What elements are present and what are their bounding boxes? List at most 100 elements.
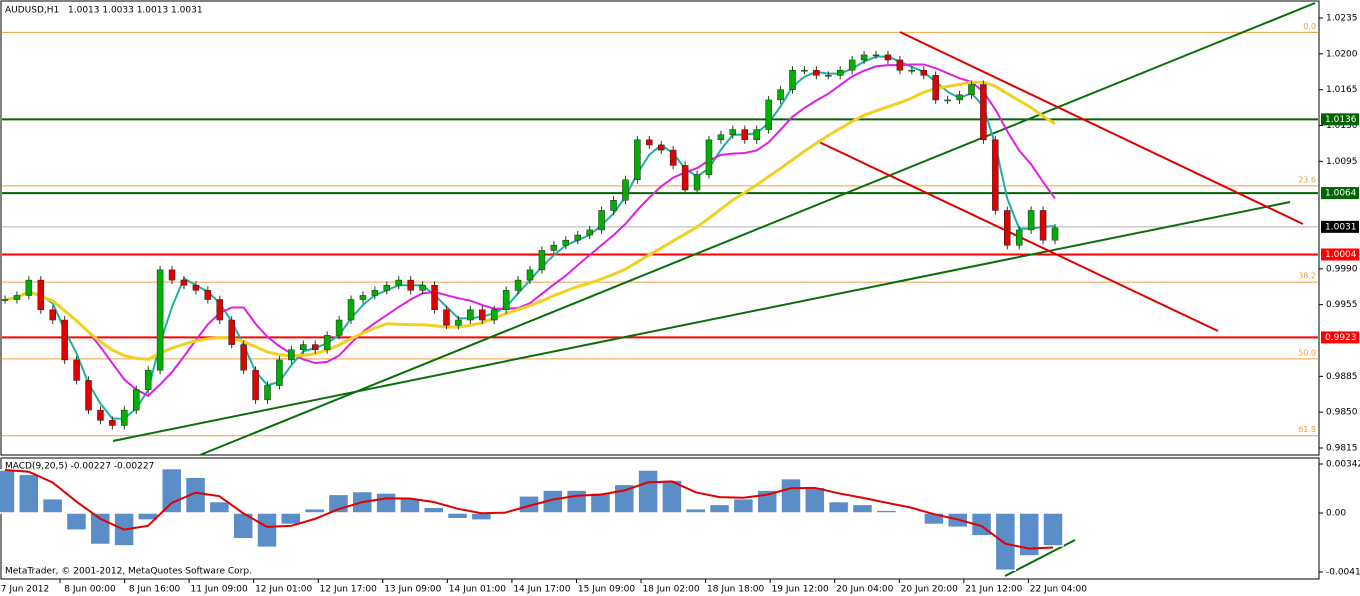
time-label: 12 Jun 01:00 — [255, 585, 312, 595]
candle — [109, 420, 116, 426]
time-label: 13 Jun 09:00 — [384, 585, 441, 595]
macd-bar — [661, 479, 683, 514]
level-label: 1.0031 — [1325, 222, 1357, 232]
moving-average — [4, 63, 1056, 398]
price-panel — [0, 0, 1320, 456]
time-label: 15 Jun 09:00 — [578, 585, 635, 595]
candle — [419, 284, 426, 291]
candle — [288, 349, 295, 361]
candle — [502, 290, 510, 311]
macd-bar — [399, 497, 421, 514]
price-label: 1.0095 — [1326, 157, 1358, 167]
macd-bar — [851, 503, 874, 514]
candle — [1, 299, 9, 301]
copyright: MetaTrader, © 2001-2012, MetaQuotes Soft… — [5, 567, 252, 577]
macd-bar — [518, 495, 540, 514]
candle — [610, 199, 617, 211]
time-label: 8 Jun 16:00 — [129, 585, 181, 595]
macd-bar — [208, 500, 231, 514]
candle — [622, 179, 629, 201]
candle — [777, 89, 784, 101]
candle — [371, 290, 379, 296]
candle — [61, 319, 68, 361]
candle — [968, 84, 975, 96]
candle — [13, 295, 21, 300]
time-label: 18 Jun 02:00 — [642, 585, 699, 595]
macd-bar — [732, 497, 755, 514]
candle — [860, 54, 868, 61]
macd-bar — [422, 506, 445, 514]
candle — [192, 284, 200, 291]
macd-bar — [565, 489, 588, 514]
time-label: 20 Jun 20:00 — [901, 585, 958, 595]
candle — [133, 389, 140, 411]
level-box — [1321, 220, 1359, 233]
trendline — [112, 201, 1291, 442]
macd-bar — [684, 507, 707, 514]
candle — [586, 229, 593, 236]
trendline — [199, 2, 1316, 456]
candle — [168, 269, 176, 281]
price-label: 1.0165 — [1326, 85, 1358, 95]
price-label: 0.9885 — [1326, 372, 1358, 382]
candle — [204, 290, 212, 300]
macd-axis-label: -0.00412 — [1326, 568, 1360, 578]
candle — [526, 269, 534, 281]
level-box — [1321, 113, 1359, 126]
candle — [1015, 229, 1023, 246]
candle — [944, 99, 951, 102]
level-box — [1321, 187, 1359, 200]
price-label: 0.9815 — [1326, 444, 1358, 454]
macd-bar — [303, 507, 326, 514]
macd-bar — [375, 492, 397, 514]
time-label: 22 Jun 04:00 — [1030, 585, 1087, 595]
candle — [240, 344, 247, 371]
candle — [920, 69, 927, 76]
candle — [872, 54, 880, 57]
macd-label: MACD(9,20,5) -0.00227 -0.00227 — [5, 462, 154, 472]
candle — [144, 369, 152, 390]
macd-bar — [708, 503, 731, 514]
fib-label: 23.6 — [1298, 175, 1316, 184]
time-label: 21 Jun 12:00 — [965, 585, 1022, 595]
macd-bar — [41, 497, 64, 514]
macd-bar — [780, 477, 802, 514]
candle — [311, 344, 319, 350]
level-box — [1321, 248, 1359, 261]
candle — [717, 134, 725, 141]
candle — [383, 284, 391, 291]
time-label: 18 Jun 18:00 — [707, 585, 764, 595]
candle — [992, 139, 999, 211]
candle — [49, 309, 56, 321]
candle — [359, 295, 367, 300]
macd-bar — [1018, 512, 1040, 557]
macd-bar — [899, 512, 921, 516]
macd-bar — [994, 512, 1017, 572]
candle — [1004, 210, 1011, 246]
candle — [789, 69, 796, 90]
candle — [705, 139, 713, 175]
candle — [562, 239, 570, 246]
candle — [848, 59, 856, 71]
macd-bar — [804, 486, 826, 514]
candle — [646, 139, 653, 146]
time-label: 14 Jun 01:00 — [449, 585, 506, 595]
candle — [407, 279, 414, 291]
fib-label: 61.8 — [1298, 425, 1316, 434]
level-box — [1321, 331, 1359, 344]
macd-axis-label: 0.00 — [1326, 508, 1346, 518]
macd-bar — [1042, 512, 1064, 547]
candle — [300, 344, 307, 350]
fib-label: 0.0 — [1303, 22, 1316, 31]
macd-bar — [923, 512, 945, 526]
macd-bar — [589, 492, 612, 514]
macd-bar — [256, 512, 278, 549]
candle — [813, 69, 820, 76]
candle — [729, 129, 737, 135]
macd-axis-label: 0.00342 — [1326, 460, 1360, 470]
candle — [538, 250, 546, 271]
time-label: 7 Jun 2012 — [1, 585, 49, 595]
candle — [825, 75, 832, 77]
